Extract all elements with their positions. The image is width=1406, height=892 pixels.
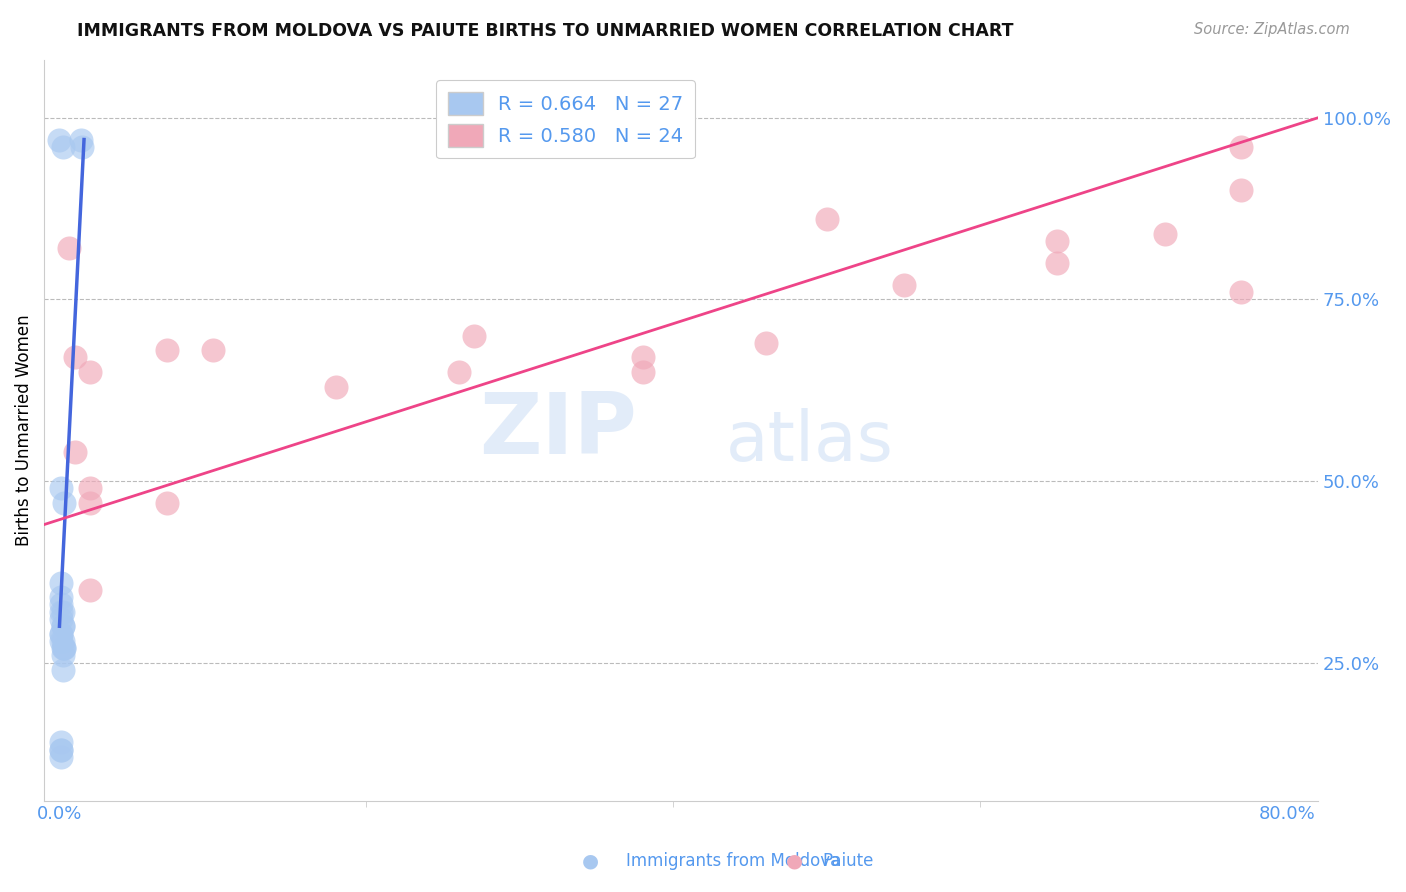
Point <box>53 496 76 510</box>
Point <box>49 750 72 764</box>
Point <box>51 633 73 648</box>
Y-axis label: Births to Unmarried Women: Births to Unmarried Women <box>15 314 32 546</box>
Point <box>49 598 72 612</box>
Point <box>58 242 80 256</box>
Point <box>1230 183 1253 197</box>
Point <box>51 663 73 677</box>
Point <box>49 735 72 749</box>
Point <box>156 343 179 358</box>
Point <box>79 582 101 597</box>
Point <box>79 481 101 495</box>
Text: Immigrants from Moldova: Immigrants from Moldova <box>626 852 839 870</box>
Point <box>1046 234 1069 248</box>
Point <box>754 335 776 350</box>
Point <box>815 212 838 227</box>
Text: Source: ZipAtlas.com: Source: ZipAtlas.com <box>1194 22 1350 37</box>
Point <box>631 365 654 379</box>
Point <box>79 365 101 379</box>
Text: Paiute: Paiute <box>823 852 875 870</box>
Point <box>49 626 72 640</box>
Point <box>49 743 72 757</box>
Text: atlas: atlas <box>725 408 894 475</box>
Point <box>447 365 470 379</box>
Point <box>1230 285 1253 299</box>
Point <box>63 445 86 459</box>
Point <box>51 605 73 619</box>
Point <box>156 496 179 510</box>
Text: ●: ● <box>786 851 803 871</box>
Point <box>49 743 72 757</box>
Point <box>201 343 224 358</box>
Point <box>53 641 76 656</box>
Point <box>49 481 72 495</box>
Point <box>51 140 73 154</box>
Text: IMMIGRANTS FROM MOLDOVA VS PAIUTE BIRTHS TO UNMARRIED WOMEN CORRELATION CHART: IMMIGRANTS FROM MOLDOVA VS PAIUTE BIRTHS… <box>77 22 1014 40</box>
Point <box>1153 227 1175 241</box>
Point <box>1230 140 1253 154</box>
Point <box>49 612 72 626</box>
Point <box>49 633 72 648</box>
Point <box>51 648 73 663</box>
Point <box>49 626 72 640</box>
Point <box>51 619 73 633</box>
Text: ●: ● <box>582 851 599 871</box>
Point <box>53 641 76 656</box>
Point <box>49 591 72 605</box>
Point <box>631 351 654 365</box>
Point <box>49 605 72 619</box>
Point <box>51 641 73 656</box>
Point <box>463 328 485 343</box>
Point <box>79 496 101 510</box>
Point <box>70 132 93 146</box>
Point <box>325 379 347 393</box>
Point <box>51 619 73 633</box>
Point <box>49 575 72 590</box>
Point <box>1046 256 1069 270</box>
Point <box>893 277 915 292</box>
Legend: R = 0.664   N = 27, R = 0.580   N = 24: R = 0.664 N = 27, R = 0.580 N = 24 <box>436 80 695 159</box>
Text: ZIP: ZIP <box>479 389 637 472</box>
Point <box>63 351 86 365</box>
Point <box>48 132 70 146</box>
Point <box>72 140 94 154</box>
